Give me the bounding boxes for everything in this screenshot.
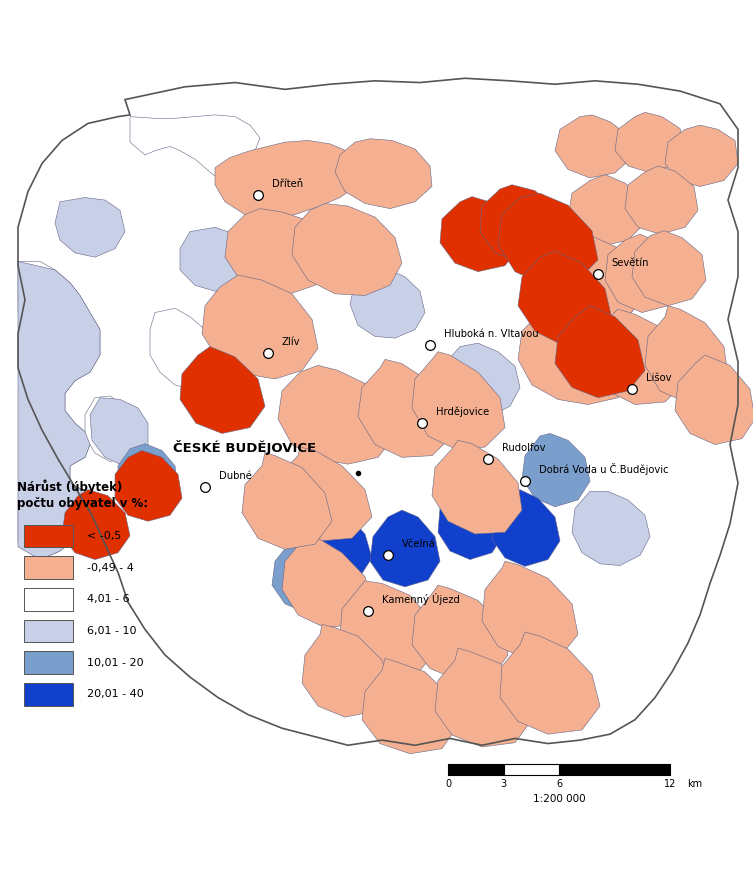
Polygon shape: [55, 197, 125, 257]
Polygon shape: [278, 447, 372, 541]
Polygon shape: [370, 510, 440, 587]
Polygon shape: [150, 309, 215, 389]
Text: 0: 0: [445, 779, 451, 789]
Polygon shape: [480, 185, 562, 262]
Polygon shape: [522, 433, 590, 507]
Polygon shape: [115, 451, 182, 522]
Polygon shape: [272, 537, 340, 613]
Bar: [559, 765, 670, 774]
Polygon shape: [518, 251, 612, 345]
Polygon shape: [412, 585, 508, 681]
Polygon shape: [282, 534, 372, 628]
Polygon shape: [482, 561, 578, 660]
Polygon shape: [130, 115, 260, 176]
Polygon shape: [438, 484, 504, 560]
Polygon shape: [440, 196, 520, 271]
Text: 20,01 - 40: 20,01 - 40: [87, 690, 143, 699]
Polygon shape: [572, 492, 650, 566]
Polygon shape: [18, 262, 100, 560]
Polygon shape: [352, 594, 420, 670]
Text: Dobrá Voda u Č.Budějovic: Dobrá Voda u Č.Budějovic: [538, 463, 668, 476]
Bar: [24, 683, 73, 705]
Text: Dubné: Dubné: [218, 471, 252, 481]
Polygon shape: [335, 139, 432, 209]
Text: 10,01 - 20: 10,01 - 20: [87, 658, 143, 667]
Polygon shape: [358, 360, 452, 457]
Text: Lišov: Lišov: [645, 373, 671, 383]
Polygon shape: [555, 115, 632, 178]
Polygon shape: [362, 659, 458, 754]
Polygon shape: [340, 581, 438, 674]
Polygon shape: [90, 398, 148, 464]
Text: Včelná: Včelná: [401, 539, 435, 549]
Polygon shape: [85, 396, 135, 461]
Text: Nárůst (úbytek)
počtu obyvatel v %:: Nárůst (úbytek) počtu obyvatel v %:: [17, 479, 148, 510]
Polygon shape: [225, 209, 330, 293]
Text: < -0,5: < -0,5: [87, 531, 120, 541]
Polygon shape: [18, 79, 738, 745]
Text: Zlív: Zlív: [282, 338, 300, 347]
Bar: [24, 620, 73, 643]
Polygon shape: [180, 227, 248, 291]
Text: Hrdějovice: Hrdějovice: [435, 407, 489, 417]
Polygon shape: [180, 347, 265, 433]
Polygon shape: [62, 490, 130, 560]
Text: Hluboká n. Vltavou: Hluboká n. Vltavou: [444, 329, 538, 339]
Polygon shape: [498, 194, 598, 286]
Polygon shape: [292, 496, 360, 568]
Polygon shape: [242, 453, 332, 549]
Text: 6: 6: [556, 779, 562, 789]
Polygon shape: [202, 275, 318, 379]
Polygon shape: [518, 304, 638, 405]
Polygon shape: [568, 174, 645, 246]
Bar: [24, 652, 73, 674]
Polygon shape: [215, 141, 362, 219]
Polygon shape: [302, 510, 372, 585]
Text: ČESKÉ BUDĚJOVICE: ČESKÉ BUDĚJOVICE: [173, 440, 316, 455]
Polygon shape: [302, 624, 390, 717]
Polygon shape: [292, 203, 402, 295]
Polygon shape: [18, 262, 100, 560]
Text: 4,01 - 6: 4,01 - 6: [87, 594, 130, 605]
Bar: [448, 765, 504, 774]
Polygon shape: [675, 355, 753, 445]
Text: -0,49 - 4: -0,49 - 4: [87, 563, 133, 573]
Polygon shape: [432, 440, 522, 534]
Polygon shape: [615, 112, 685, 172]
Bar: [24, 556, 73, 579]
Text: Dříteň: Dříteň: [272, 179, 303, 189]
Polygon shape: [645, 306, 728, 402]
Polygon shape: [118, 444, 178, 513]
Polygon shape: [278, 365, 395, 464]
Polygon shape: [442, 343, 520, 416]
Bar: [504, 765, 559, 774]
Bar: [24, 525, 73, 547]
Text: Rudolfov: Rudolfov: [501, 443, 545, 453]
Polygon shape: [605, 234, 682, 313]
Polygon shape: [555, 306, 645, 398]
Polygon shape: [350, 266, 425, 338]
Text: 1:200 000: 1:200 000: [533, 795, 585, 804]
Polygon shape: [535, 232, 645, 325]
Text: Kamenný Újezd: Kamenný Újezd: [382, 592, 459, 605]
Polygon shape: [412, 352, 505, 449]
Polygon shape: [435, 648, 532, 747]
Polygon shape: [492, 490, 560, 567]
Polygon shape: [592, 309, 685, 405]
Bar: [24, 588, 73, 611]
Polygon shape: [500, 632, 600, 735]
Text: 12: 12: [664, 779, 676, 789]
Text: km: km: [687, 779, 702, 789]
Text: 3: 3: [501, 779, 507, 789]
Polygon shape: [632, 231, 706, 306]
Text: Sevětín: Sevětín: [611, 258, 649, 268]
Text: 6,01 - 10: 6,01 - 10: [87, 626, 136, 636]
Polygon shape: [665, 126, 738, 187]
Polygon shape: [625, 166, 698, 234]
